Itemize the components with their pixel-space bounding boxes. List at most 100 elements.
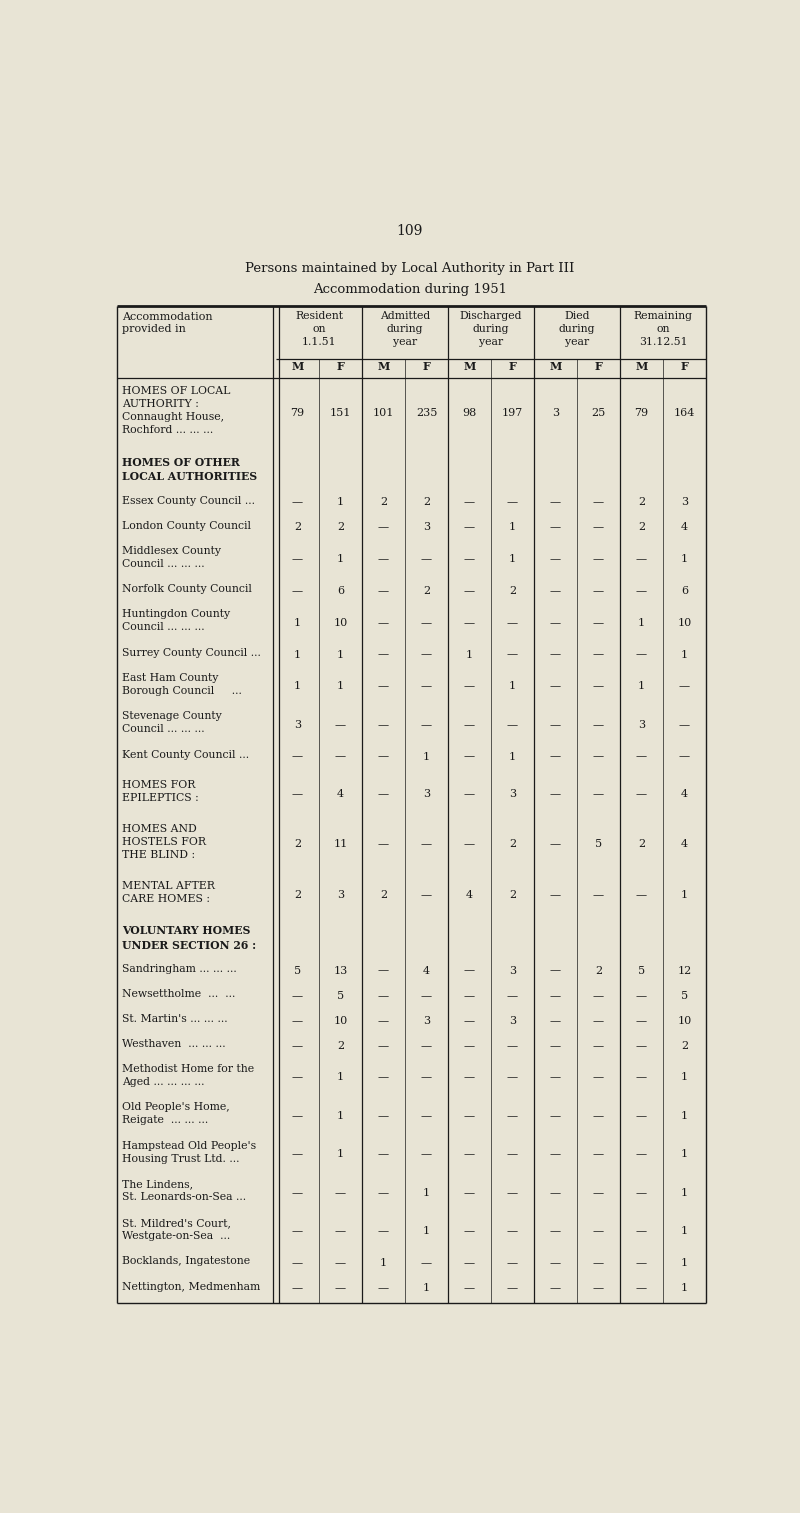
Text: —: — xyxy=(550,681,561,691)
Text: —: — xyxy=(550,1041,561,1050)
Text: —: — xyxy=(421,840,432,849)
Text: 1: 1 xyxy=(681,1073,688,1082)
Text: 5: 5 xyxy=(294,965,301,976)
Text: Newsettholme  ...  ...: Newsettholme ... ... xyxy=(122,990,236,999)
Text: —: — xyxy=(464,752,475,761)
Text: 151: 151 xyxy=(330,409,351,418)
Text: 3: 3 xyxy=(337,890,344,900)
Text: M: M xyxy=(635,362,648,372)
Text: —: — xyxy=(550,586,561,596)
Text: St. Mildred's Court,
Westgate-on-Sea  ...: St. Mildred's Court, Westgate-on-Sea ... xyxy=(122,1218,231,1241)
Text: —: — xyxy=(464,498,475,507)
Text: —: — xyxy=(593,752,604,761)
Text: —: — xyxy=(464,1283,475,1294)
Text: —: — xyxy=(421,890,432,900)
Text: Westhaven  ... ... ...: Westhaven ... ... ... xyxy=(122,1039,226,1049)
Text: —: — xyxy=(421,1073,432,1082)
Text: —: — xyxy=(292,752,303,761)
Text: 4: 4 xyxy=(337,788,344,799)
Text: —: — xyxy=(507,1150,518,1159)
Text: —: — xyxy=(292,1283,303,1294)
Text: 164: 164 xyxy=(674,409,695,418)
Text: —: — xyxy=(593,991,604,1000)
Text: —: — xyxy=(636,1188,647,1198)
Text: —: — xyxy=(636,1283,647,1294)
Text: —: — xyxy=(507,649,518,660)
Text: —: — xyxy=(378,1227,389,1236)
Text: 10: 10 xyxy=(334,617,347,628)
Text: M: M xyxy=(550,362,562,372)
Text: London County Council: London County Council xyxy=(122,520,251,531)
Text: —: — xyxy=(550,1015,561,1026)
Text: —: — xyxy=(464,991,475,1000)
Text: 1: 1 xyxy=(337,554,344,564)
Text: —: — xyxy=(593,890,604,900)
Text: 1: 1 xyxy=(509,554,516,564)
Text: 3: 3 xyxy=(509,1015,516,1026)
Text: —: — xyxy=(550,991,561,1000)
Text: —: — xyxy=(421,1111,432,1121)
Text: 3: 3 xyxy=(681,498,688,507)
Text: M: M xyxy=(463,362,476,372)
Text: —: — xyxy=(464,1015,475,1026)
Text: 1: 1 xyxy=(337,1150,344,1159)
Text: —: — xyxy=(464,681,475,691)
Text: 2: 2 xyxy=(509,586,516,596)
Text: —: — xyxy=(464,1073,475,1082)
Text: F: F xyxy=(422,362,430,372)
Text: —: — xyxy=(378,1283,389,1294)
Text: —: — xyxy=(507,1259,518,1268)
Text: 5: 5 xyxy=(638,965,645,976)
Text: 4: 4 xyxy=(681,840,688,849)
Text: 1: 1 xyxy=(681,1150,688,1159)
Text: —: — xyxy=(593,1188,604,1198)
Text: —: — xyxy=(335,1259,346,1268)
Text: 3: 3 xyxy=(509,965,516,976)
Text: Sandringham ... ... ...: Sandringham ... ... ... xyxy=(122,964,238,974)
Text: 10: 10 xyxy=(334,1015,347,1026)
Text: —: — xyxy=(636,1015,647,1026)
Text: 4: 4 xyxy=(423,965,430,976)
Text: —: — xyxy=(292,1259,303,1268)
Text: 1: 1 xyxy=(681,890,688,900)
Text: —: — xyxy=(464,617,475,628)
Text: —: — xyxy=(378,720,389,729)
Text: 2: 2 xyxy=(380,498,387,507)
Text: St. Martin's ... ... ...: St. Martin's ... ... ... xyxy=(122,1014,228,1024)
Text: 12: 12 xyxy=(678,965,692,976)
Text: —: — xyxy=(335,752,346,761)
Text: —: — xyxy=(636,1150,647,1159)
Text: —: — xyxy=(636,1259,647,1268)
Text: —: — xyxy=(464,586,475,596)
Text: —: — xyxy=(593,1041,604,1050)
Text: M: M xyxy=(291,362,304,372)
Text: —: — xyxy=(636,586,647,596)
Text: 3: 3 xyxy=(552,409,559,418)
Text: 109: 109 xyxy=(397,224,423,238)
Text: —: — xyxy=(593,522,604,533)
Text: —: — xyxy=(593,498,604,507)
Text: —: — xyxy=(421,1041,432,1050)
Text: —: — xyxy=(507,1188,518,1198)
Text: 2: 2 xyxy=(638,498,645,507)
Text: 10: 10 xyxy=(678,617,692,628)
Text: 3: 3 xyxy=(423,788,430,799)
Text: Nettington, Medmenham: Nettington, Medmenham xyxy=(122,1282,261,1292)
Text: —: — xyxy=(593,554,604,564)
Text: —: — xyxy=(636,991,647,1000)
Text: —: — xyxy=(335,1283,346,1294)
Text: 1: 1 xyxy=(423,1227,430,1236)
Text: 1: 1 xyxy=(466,649,473,660)
Text: —: — xyxy=(507,1227,518,1236)
Text: 1: 1 xyxy=(337,649,344,660)
Text: 1: 1 xyxy=(681,554,688,564)
Text: —: — xyxy=(464,965,475,976)
Text: 2: 2 xyxy=(595,965,602,976)
Text: —: — xyxy=(464,1227,475,1236)
Text: Methodist Home for the
Aged ... ... ... ...: Methodist Home for the Aged ... ... ... … xyxy=(122,1064,254,1086)
Text: —: — xyxy=(550,498,561,507)
Text: The Lindens,
St. Leonards-on-Sea ...: The Lindens, St. Leonards-on-Sea ... xyxy=(122,1180,246,1203)
Text: —: — xyxy=(593,1111,604,1121)
Text: 1: 1 xyxy=(380,1259,387,1268)
Text: Norfolk County Council: Norfolk County Council xyxy=(122,584,252,595)
